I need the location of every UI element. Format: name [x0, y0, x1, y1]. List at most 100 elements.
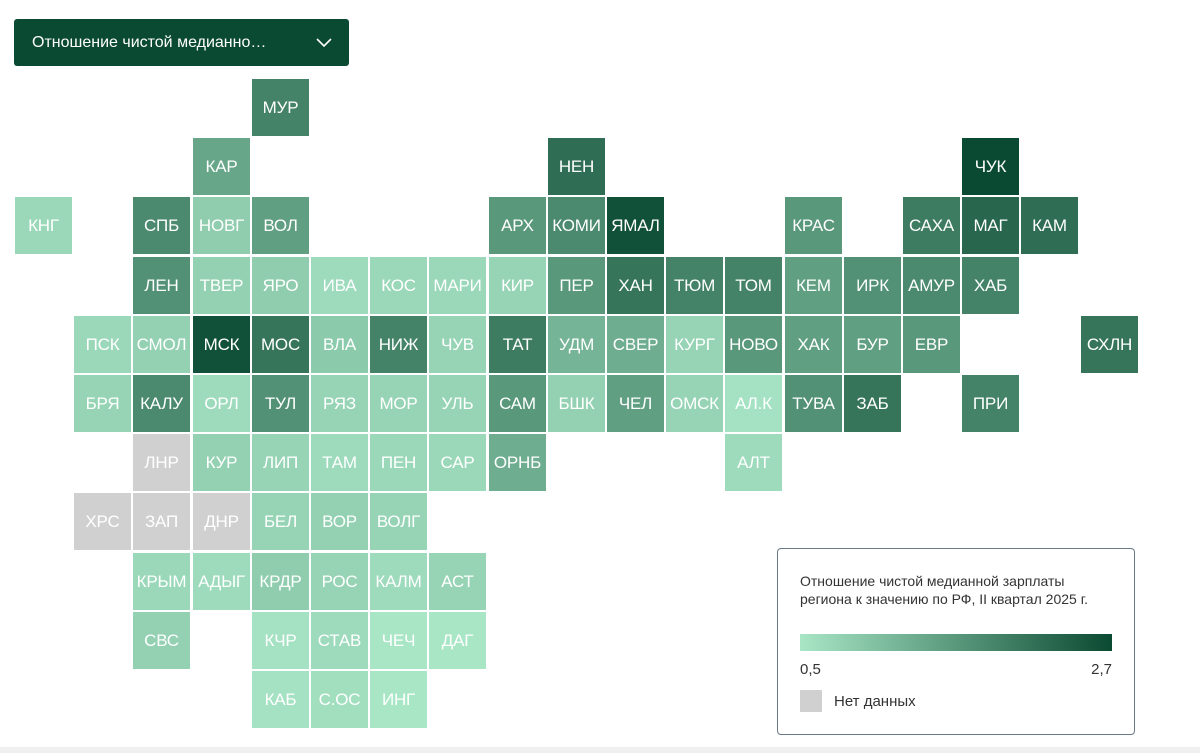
region-tile-чел[interactable]: ЧЕЛ: [607, 375, 664, 432]
region-tile-крдр[interactable]: КРДР: [252, 553, 309, 610]
region-tile-ал-к[interactable]: АЛ.К: [725, 375, 782, 432]
region-tile-хаб[interactable]: ХАБ: [962, 257, 1019, 314]
region-tile-хан[interactable]: ХАН: [607, 257, 664, 314]
region-tile-рос[interactable]: РОС: [311, 553, 368, 610]
region-tile-спб[interactable]: СПБ: [133, 197, 190, 254]
region-tile-орл[interactable]: ОРЛ: [193, 375, 250, 432]
region-tile-крым[interactable]: КРЫМ: [133, 553, 190, 610]
region-tile-твер[interactable]: ТВЕР: [193, 257, 250, 314]
region-tile-новг[interactable]: НОВГ: [193, 197, 250, 254]
region-tile-тюм[interactable]: ТЮМ: [666, 257, 723, 314]
region-tile-лип[interactable]: ЛИП: [252, 434, 309, 491]
region-tile-кир[interactable]: КИР: [489, 257, 546, 314]
region-tile-каб[interactable]: КАБ: [252, 671, 309, 728]
legend-title: Отношение чистой медианной зарплаты реги…: [800, 573, 1088, 607]
region-tile-ива[interactable]: ИВА: [311, 257, 368, 314]
region-tile-даг[interactable]: ДАГ: [429, 612, 486, 669]
region-tile-тат[interactable]: ТАТ: [489, 316, 546, 373]
region-tile-кчр[interactable]: КЧР: [252, 612, 309, 669]
region-tile-днр[interactable]: ДНР: [193, 493, 250, 550]
indicator-dropdown-label: Отношение чистой медианно…: [32, 33, 267, 51]
region-tile-омск[interactable]: ОМСК: [666, 375, 723, 432]
region-tile-мор[interactable]: МОР: [370, 375, 427, 432]
region-tile-чеч[interactable]: ЧЕЧ: [370, 612, 427, 669]
region-tile-вол[interactable]: ВОЛ: [252, 197, 309, 254]
region-tile-схлн[interactable]: СХЛН: [1081, 316, 1138, 373]
region-tile-кос[interactable]: КОС: [370, 257, 427, 314]
region-tile-ирк[interactable]: ИРК: [844, 257, 901, 314]
region-tile-тул[interactable]: ТУЛ: [252, 375, 309, 432]
region-tile-калу[interactable]: КАЛУ: [133, 375, 190, 432]
region-tile-арх[interactable]: АРХ: [489, 197, 546, 254]
region-tile-мур[interactable]: МУР: [252, 79, 309, 136]
legend-no-data-label: Нет данных: [834, 693, 916, 710]
region-tile-кам[interactable]: КАМ: [1021, 197, 1078, 254]
legend-max-label: 2,7: [1091, 661, 1112, 678]
region-tile-адыг[interactable]: АДЫГ: [193, 553, 250, 610]
region-tile-амур[interactable]: АМУР: [903, 257, 960, 314]
region-tile-бшк[interactable]: БШК: [548, 375, 605, 432]
region-tile-алт[interactable]: АЛТ: [725, 434, 782, 491]
region-tile-яро[interactable]: ЯРО: [252, 257, 309, 314]
region-tile-смол[interactable]: СМОЛ: [133, 316, 190, 373]
region-tile-маг[interactable]: МАГ: [962, 197, 1019, 254]
region-tile-бур[interactable]: БУР: [844, 316, 901, 373]
region-tile-пер[interactable]: ПЕР: [548, 257, 605, 314]
region-tile-нен[interactable]: НЕН: [548, 138, 605, 195]
region-tile-ниж[interactable]: НИЖ: [370, 316, 427, 373]
region-tile-лнр[interactable]: ЛНР: [133, 434, 190, 491]
region-tile-лен[interactable]: ЛЕН: [133, 257, 190, 314]
region-tile-там[interactable]: ТАМ: [311, 434, 368, 491]
region-tile-заб[interactable]: ЗАБ: [844, 375, 901, 432]
region-tile-при[interactable]: ПРИ: [962, 375, 1019, 432]
region-tile-мск[interactable]: МСК: [193, 316, 250, 373]
indicator-dropdown[interactable]: Отношение чистой медианно…: [14, 19, 349, 66]
region-tile-кем[interactable]: КЕМ: [785, 257, 842, 314]
region-tile-волг[interactable]: ВОЛГ: [370, 493, 427, 550]
region-tile-сар[interactable]: САР: [429, 434, 486, 491]
region-tile-ряз[interactable]: РЯЗ: [311, 375, 368, 432]
region-tile-крас[interactable]: КРАС: [785, 197, 842, 254]
region-tile-пен[interactable]: ПЕН: [370, 434, 427, 491]
region-tile-с-ос[interactable]: С.ОС: [311, 671, 368, 728]
region-tile-коми[interactable]: КОМИ: [548, 197, 605, 254]
region-tile-кнг[interactable]: КНГ: [15, 197, 72, 254]
legend-min-label: 0,5: [800, 661, 821, 678]
region-tile-чув[interactable]: ЧУВ: [429, 316, 486, 373]
region-tile-ново[interactable]: НОВО: [725, 316, 782, 373]
region-tile-аст[interactable]: АСТ: [429, 553, 486, 610]
region-tile-кург[interactable]: КУРГ: [666, 316, 723, 373]
region-tile-евр[interactable]: ЕВР: [903, 316, 960, 373]
region-tile-чук[interactable]: ЧУК: [962, 138, 1019, 195]
legend-color-scale: [800, 634, 1112, 651]
region-tile-мос[interactable]: МОС: [252, 316, 309, 373]
region-tile-удм[interactable]: УДМ: [548, 316, 605, 373]
region-tile-инг[interactable]: ИНГ: [370, 671, 427, 728]
region-tile-кур[interactable]: КУР: [193, 434, 250, 491]
region-tile-став[interactable]: СТАВ: [311, 612, 368, 669]
region-tile-сам[interactable]: САМ: [489, 375, 546, 432]
map-legend: Отношение чистой медианной зарплаты реги…: [777, 548, 1135, 735]
region-tile-хрс[interactable]: ХРС: [74, 493, 131, 550]
region-tile-том[interactable]: ТОМ: [725, 257, 782, 314]
region-tile-мари[interactable]: МАРИ: [429, 257, 486, 314]
region-tile-свс[interactable]: СВС: [133, 612, 190, 669]
region-tile-зап[interactable]: ЗАП: [133, 493, 190, 550]
region-tile-уль[interactable]: УЛЬ: [429, 375, 486, 432]
region-tile-свер[interactable]: СВЕР: [607, 316, 664, 373]
region-tile-калм[interactable]: КАЛМ: [370, 553, 427, 610]
region-tile-орнб[interactable]: ОРНБ: [489, 434, 546, 491]
region-tile-вор[interactable]: ВОР: [311, 493, 368, 550]
region-tile-хак[interactable]: ХАК: [785, 316, 842, 373]
region-tile-ямал[interactable]: ЯМАЛ: [607, 197, 664, 254]
region-tile-саха[interactable]: САХА: [903, 197, 960, 254]
region-tile-кар[interactable]: КАР: [193, 138, 250, 195]
region-tile-вла[interactable]: ВЛА: [311, 316, 368, 373]
legend-no-data-swatch: [800, 690, 822, 712]
region-tile-бел[interactable]: БЕЛ: [252, 493, 309, 550]
region-tile-тува[interactable]: ТУВА: [785, 375, 842, 432]
region-tile-пск[interactable]: ПСК: [74, 316, 131, 373]
chevron-down-icon: [315, 34, 333, 52]
region-tile-бря[interactable]: БРЯ: [74, 375, 131, 432]
